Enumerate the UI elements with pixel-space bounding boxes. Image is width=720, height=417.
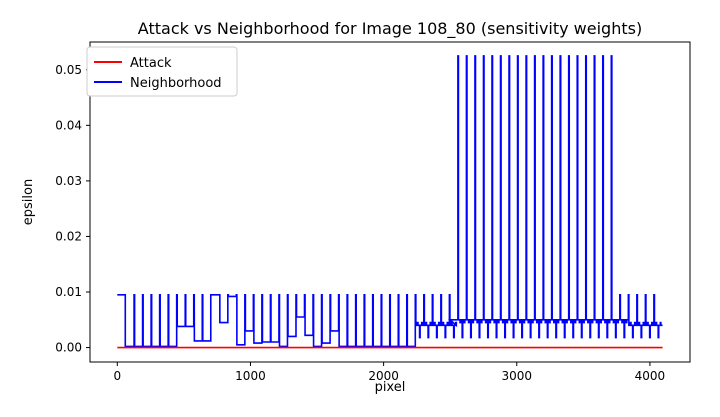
- legend-label-attack: Attack: [130, 56, 172, 71]
- y-tick-label: 0.01: [55, 285, 82, 299]
- series-line-neighborhood: [117, 55, 663, 348]
- series-layer: [117, 55, 663, 349]
- legend-frame: [86, 46, 238, 97]
- x-tick-label: 3000: [501, 369, 532, 383]
- x-tick-label: 1000: [235, 369, 266, 383]
- x-tick-label: 4000: [635, 369, 666, 383]
- x-tick-label: 2000: [368, 369, 399, 383]
- legend-label-neighborhood: Neighborhood: [130, 76, 222, 91]
- y-tick-label: 0.04: [55, 118, 82, 132]
- x-tick-label: 0: [113, 369, 121, 383]
- chart-title: Attack vs Neighborhood for Image 108_80 …: [138, 19, 642, 39]
- y-tick-label: 0.03: [55, 174, 82, 188]
- y-tick-label: 0.02: [55, 229, 82, 243]
- axes-frame: [89, 41, 691, 363]
- x-axis: 0 1000 2000 3000 4000: [113, 362, 665, 383]
- legend: Attack Neighborhood: [86, 46, 238, 97]
- y-tick-label: 0.00: [55, 341, 82, 355]
- y-axis-label: epsilon: [21, 179, 36, 225]
- x-axis-label: pixel: [375, 380, 406, 395]
- plot-area: [89, 41, 691, 363]
- y-axis: 0.00 0.01 0.02 0.03 0.04 0.05: [55, 63, 90, 355]
- y-tick-label: 0.05: [55, 63, 82, 77]
